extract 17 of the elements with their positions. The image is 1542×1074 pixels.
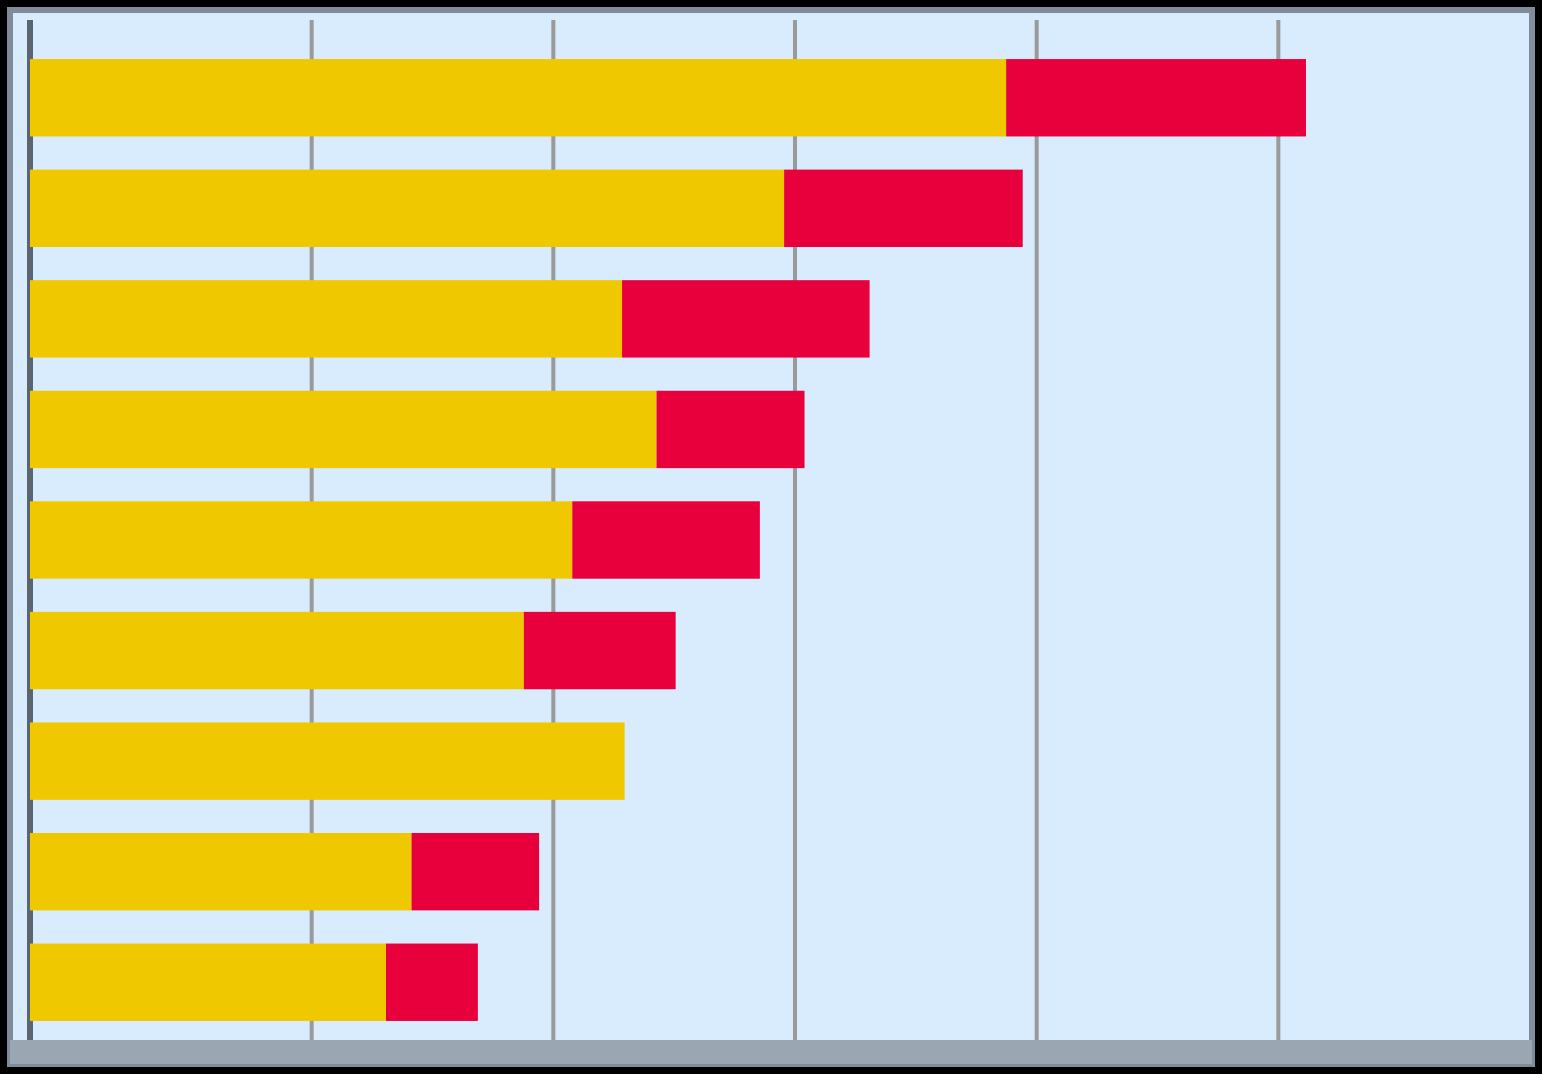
bar (411, 832, 540, 911)
bar (30, 169, 785, 248)
bar (523, 611, 676, 690)
bar (784, 169, 1023, 248)
bar (30, 59, 1007, 137)
bar (30, 722, 625, 800)
bar (572, 501, 760, 579)
bar (656, 390, 805, 469)
bar (622, 280, 870, 358)
bar (386, 943, 478, 1021)
bar (30, 280, 623, 358)
bar (30, 390, 657, 469)
bar (30, 501, 573, 579)
bar (1006, 59, 1306, 137)
bar (30, 943, 386, 1021)
bar (30, 611, 524, 690)
bar (30, 832, 412, 911)
